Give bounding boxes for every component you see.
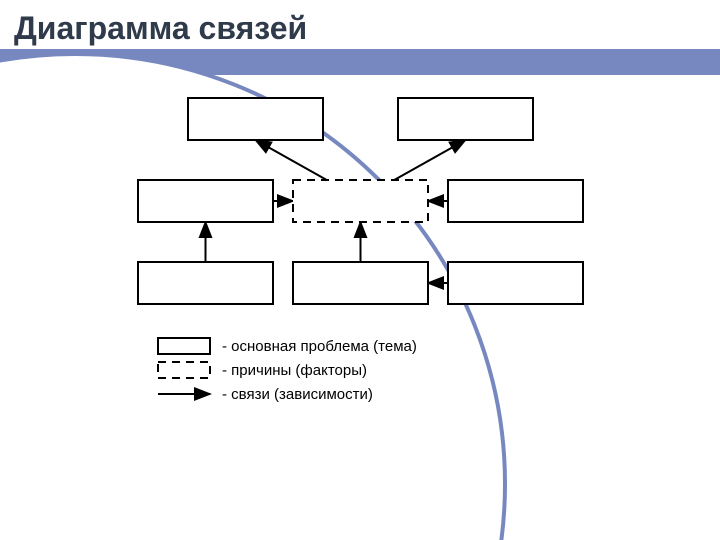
legend-label: - связи (зависимости) <box>222 386 373 403</box>
node-problem <box>448 262 583 304</box>
relations-diagram: - основная проблема (тема) - причины (фак… <box>130 90 590 450</box>
legend-label: - основная проблема (тема) <box>222 338 417 355</box>
edge <box>256 140 327 180</box>
slide: Диаграмма связей - основная проблема (те… <box>0 0 720 540</box>
node-problem <box>448 180 583 222</box>
legend-swatch <box>158 338 210 354</box>
node-problem <box>293 262 428 304</box>
edge <box>394 140 465 180</box>
legend-label: - причины (факторы) <box>222 362 367 379</box>
node-problem <box>188 98 323 140</box>
node-problem <box>398 98 533 140</box>
node-problem <box>138 180 273 222</box>
page-title: Диаграмма связей <box>14 10 307 47</box>
node-cause <box>293 180 428 222</box>
node-problem <box>138 262 273 304</box>
legend-swatch <box>158 362 210 378</box>
